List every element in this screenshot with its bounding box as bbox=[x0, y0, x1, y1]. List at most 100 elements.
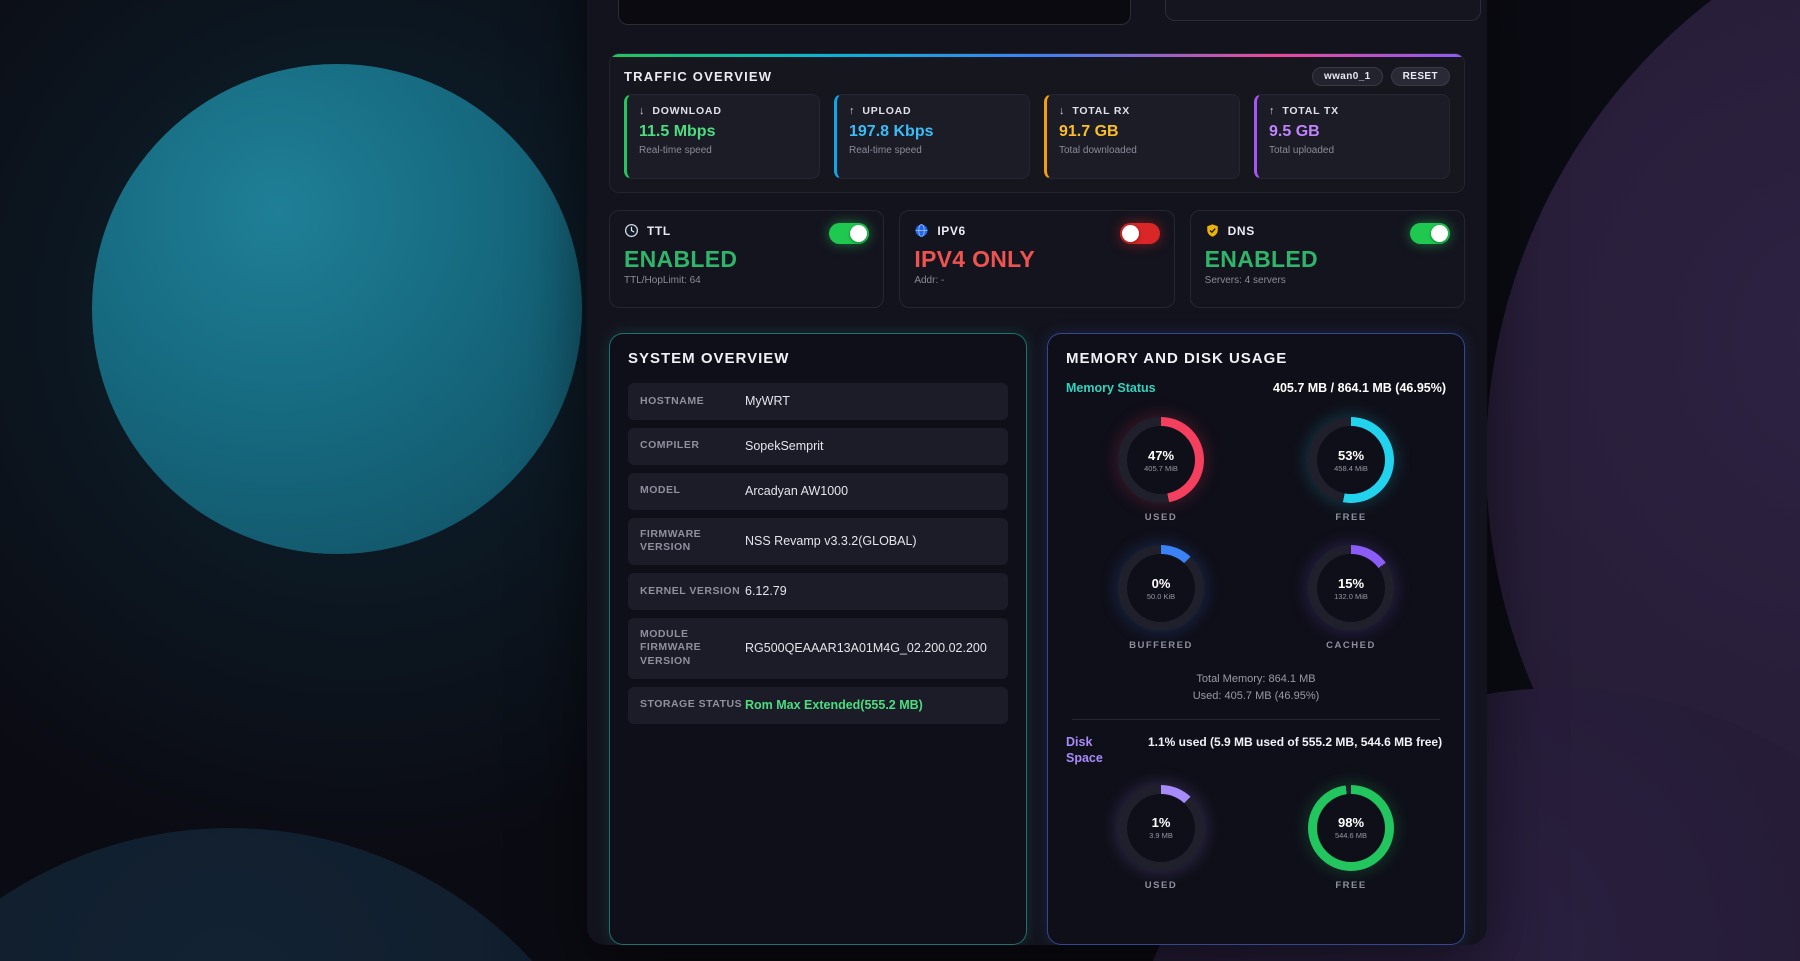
gauge-label: USED bbox=[1144, 512, 1178, 523]
gauge-ring: 0% 50.0 KiB bbox=[1118, 545, 1204, 631]
ipv6-toggle[interactable] bbox=[1119, 223, 1160, 244]
row-label: MODULE FIRMWARE VERSION bbox=[640, 627, 702, 668]
row-label: COMPILER bbox=[640, 439, 700, 452]
system-row-compiler: COMPILER SopekSemprit bbox=[628, 427, 1008, 465]
gauge-value: 3.9 MB bbox=[1149, 831, 1173, 841]
stat-subtitle: Real-time speed bbox=[849, 145, 922, 156]
dashboard-panel: TRAFFIC OVERVIEW wwan0_1 RESET ↓ DOWNLOA… bbox=[587, 0, 1487, 945]
gauge-ring: 53% 458.4 MiB bbox=[1308, 417, 1394, 503]
ttl-label: TTL bbox=[647, 223, 671, 238]
gauge-ring: 98% 544.6 MB bbox=[1308, 784, 1394, 871]
shield-icon bbox=[1205, 223, 1220, 238]
memory-disk-title: MEMORY AND DISK USAGE bbox=[1066, 350, 1288, 367]
ttl-card: TTL ENABLED TTL/HopLimit: 64 bbox=[609, 210, 885, 308]
total-tx-value: 9.5 GB bbox=[1269, 123, 1320, 140]
gauge-value: 405.7 MiB bbox=[1144, 463, 1178, 473]
gauge-percent: 53% bbox=[1337, 447, 1365, 463]
system-row-module-firmware: MODULE FIRMWARE VERSION RG500QEAAAR13A01… bbox=[628, 617, 1008, 679]
stat-card-total-tx: ↑ TOTAL TX 9.5 GB Total uploaded bbox=[1254, 94, 1450, 179]
upload-speed-value: 197.8 Kbps bbox=[849, 123, 934, 140]
ttl-toggle[interactable] bbox=[829, 223, 870, 244]
memory-gauge-buffered: 0% 50.0 KiB BUFFERED bbox=[1118, 545, 1204, 651]
interface-badge[interactable]: wwan0_1 bbox=[1311, 67, 1383, 86]
compiler-value: SopekSemprit bbox=[745, 438, 824, 453]
ttl-subtitle: TTL/HopLimit: 64 bbox=[624, 275, 701, 286]
traffic-overview-section: TRAFFIC OVERVIEW wwan0_1 RESET ↓ DOWNLOA… bbox=[609, 53, 1465, 193]
gauge-percent: 15% bbox=[1337, 575, 1365, 591]
memory-gauge-used: 47% 405.7 MiB USED bbox=[1118, 417, 1204, 523]
gauge-label: CACHED bbox=[1326, 640, 1376, 651]
system-row-model: MODEL Arcadyan AW1000 bbox=[628, 472, 1008, 510]
row-label: STORAGE STATUS bbox=[640, 698, 743, 711]
download-speed-value: 11.5 Mbps bbox=[639, 123, 716, 140]
stat-label: UPLOAD bbox=[862, 105, 912, 117]
model-value: Arcadyan AW1000 bbox=[745, 483, 849, 498]
stat-subtitle: Real-time speed bbox=[639, 145, 712, 156]
gauge-label: FREE bbox=[1335, 512, 1367, 523]
arrow-up-icon: ↑ bbox=[1269, 105, 1276, 117]
memory-status-value: 405.7 MB / 864.1 MB (46.95%) bbox=[1273, 381, 1446, 395]
cutoff-card-left bbox=[618, 0, 1131, 25]
ipv6-status: IPV4 ONLY bbox=[914, 246, 1036, 272]
hostname-value: MyWRT bbox=[745, 394, 790, 408]
dns-label: DNS bbox=[1227, 223, 1255, 238]
toggle-knob bbox=[1431, 225, 1448, 242]
disk-gauge-free: 98% 544.6 MB FREE bbox=[1308, 784, 1394, 891]
background-circle-teal bbox=[92, 64, 582, 554]
gauge-ring: 1% 3.9 MB bbox=[1118, 784, 1204, 871]
dns-toggle[interactable] bbox=[1410, 223, 1450, 244]
arrow-down-icon: ↓ bbox=[639, 105, 646, 117]
dns-status: ENABLED bbox=[1204, 246, 1318, 272]
ttl-status: ENABLED bbox=[624, 246, 738, 272]
reset-button[interactable]: RESET bbox=[1390, 67, 1450, 86]
gauge-percent: 98% bbox=[1337, 815, 1365, 831]
total-memory-line: Total Memory: 864.1 MB bbox=[1196, 673, 1316, 685]
system-overview-title: SYSTEM OVERVIEW bbox=[628, 350, 790, 367]
stat-subtitle: Total uploaded bbox=[1269, 145, 1335, 156]
row-label: KERNEL VERSION bbox=[640, 584, 741, 597]
system-row-firmware: FIRMWARE VERSION NSS Revamp v3.3.2(GLOBA… bbox=[628, 517, 1008, 565]
gauge-label: BUFFERED bbox=[1129, 640, 1193, 651]
gauge-value: 458.4 MiB bbox=[1334, 463, 1368, 473]
dns-subtitle: Servers: 4 servers bbox=[1204, 275, 1286, 286]
row-label: FIRMWARE VERSION bbox=[640, 527, 702, 554]
globe-icon bbox=[914, 223, 929, 238]
disk-space-label: Disk Space bbox=[1066, 735, 1103, 766]
system-row-storage: STORAGE STATUS Rom Max Extended(555.2 MB… bbox=[628, 686, 1008, 724]
gauge-label: USED bbox=[1144, 879, 1178, 891]
row-label: MODEL bbox=[640, 484, 681, 497]
gauge-value: 50.0 KiB bbox=[1146, 591, 1176, 601]
system-row-kernel: KERNEL VERSION 6.12.79 bbox=[628, 572, 1008, 610]
stat-label: TOTAL RX bbox=[1072, 105, 1131, 117]
memory-status-label: Memory Status bbox=[1066, 381, 1156, 395]
dns-card: DNS ENABLED Servers: 4 servers bbox=[1189, 210, 1465, 308]
stat-label: TOTAL TX bbox=[1282, 105, 1339, 117]
system-row-hostname: HOSTNAME MyWRT bbox=[628, 383, 1008, 420]
gauge-percent: 0% bbox=[1151, 575, 1171, 591]
gauge-ring: 47% 405.7 MiB bbox=[1118, 417, 1204, 503]
stat-card-total-rx: ↓ TOTAL RX 91.7 GB Total downloaded bbox=[1044, 94, 1240, 179]
traffic-overview-title: TRAFFIC OVERVIEW bbox=[624, 69, 773, 84]
firmware-version-value: NSS Revamp v3.3.2(GLOBAL) bbox=[745, 533, 917, 548]
toggle-knob bbox=[850, 225, 868, 242]
used-memory-line: Used: 405.7 MB (46.95%) bbox=[1192, 690, 1320, 703]
arrow-up-icon: ↑ bbox=[849, 105, 856, 117]
gauge-label: FREE bbox=[1335, 879, 1367, 891]
gauge-value: 132.0 MiB bbox=[1334, 591, 1368, 601]
memory-totals: Total Memory: 864.1 MB Used: 405.7 MB (4… bbox=[1066, 671, 1446, 705]
memory-gauge-cached: 15% 132.0 MiB CACHED bbox=[1308, 545, 1394, 651]
gauge-value: 544.6 MB bbox=[1334, 831, 1368, 841]
cutoff-card-right bbox=[1165, 0, 1481, 21]
gauge-percent: 1% bbox=[1151, 815, 1171, 831]
stat-card-download: ↓ DOWNLOAD 11.5 Mbps Real-time speed bbox=[624, 94, 820, 179]
total-rx-value: 91.7 GB bbox=[1059, 123, 1119, 140]
divider bbox=[1072, 719, 1440, 721]
system-overview-card: SYSTEM OVERVIEW HOSTNAME MyWRT COMPILER … bbox=[609, 333, 1027, 945]
stat-card-upload: ↑ UPLOAD 197.8 Kbps Real-time speed bbox=[834, 94, 1030, 179]
ipv6-label: IPV6 bbox=[937, 223, 966, 238]
memory-disk-card: MEMORY AND DISK USAGE Memory Status 405.… bbox=[1047, 333, 1465, 945]
memory-gauge-free: 53% 458.4 MiB FREE bbox=[1308, 417, 1394, 523]
stat-label: DOWNLOAD bbox=[652, 105, 722, 117]
module-firmware-value: RG500QEAAAR13A01M4G_02.200.02.200 bbox=[745, 640, 987, 655]
